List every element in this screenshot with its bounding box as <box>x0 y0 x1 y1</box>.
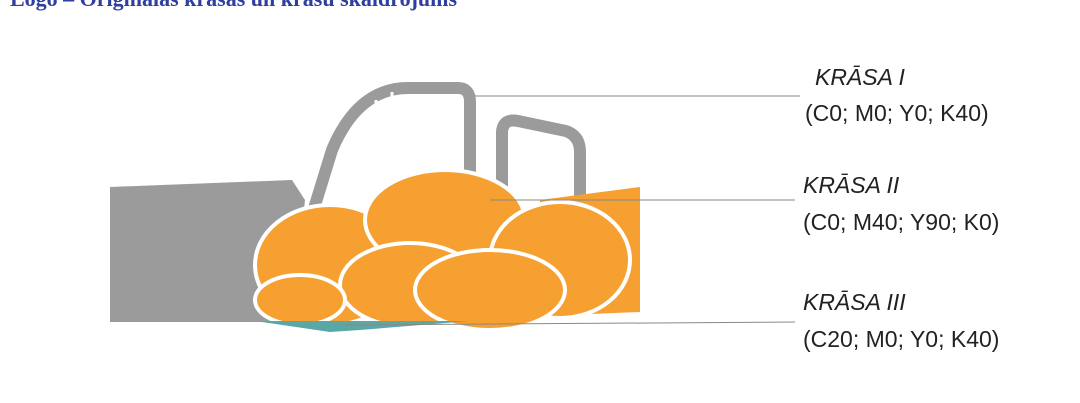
page-title: Logo – Oriģinālās krāsas un krāsu skaidr… <box>10 0 457 11</box>
page: Logo – Oriģinālās krāsas un krāsu skaidr… <box>0 0 1080 403</box>
color-name: KRĀSA I <box>815 64 906 90</box>
logo-diagram: Logo – Oriģinālās krāsas un krāsu skaidr… <box>0 0 1080 403</box>
color-code: (C20; M0; Y0; K40) <box>803 326 999 352</box>
color-name: KRĀSA II <box>803 172 900 198</box>
color-name: KRĀSA III <box>803 289 906 315</box>
teal-base <box>255 321 470 332</box>
orange-cloud <box>255 170 630 330</box>
color-code: (C0; M40; Y90; K0) <box>803 209 999 235</box>
logo <box>110 88 640 332</box>
color-code: (C0; M0; Y0; K40) <box>805 100 989 126</box>
